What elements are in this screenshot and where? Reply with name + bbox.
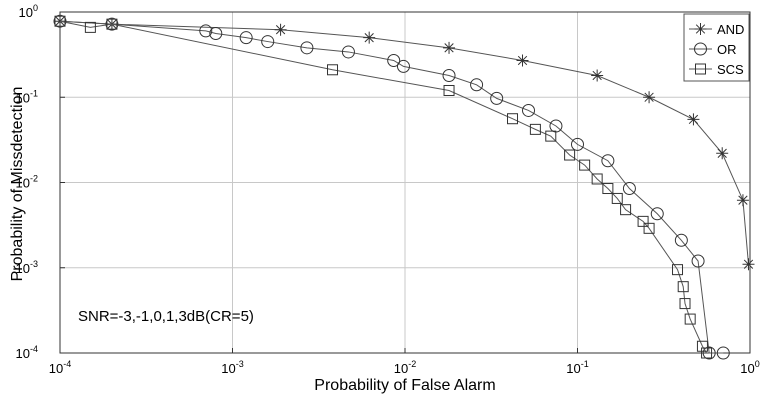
axis-ticks: 10-4 10-3 10-2 10-1 100 100 10-1 10-2 10-3 10-4 xyxy=(16,3,760,376)
x-tick-label: 10-2 xyxy=(394,359,416,376)
data-point-scs xyxy=(643,222,655,234)
data-point-scs xyxy=(327,64,339,76)
data-point-or xyxy=(387,53,401,67)
legend-marker-and xyxy=(694,23,707,35)
data-point-or xyxy=(300,41,314,55)
y-axis-label: Probability of Missdetection xyxy=(9,87,26,282)
data-point-or xyxy=(341,45,355,59)
series-layer xyxy=(53,14,755,360)
data-point-or xyxy=(396,59,410,73)
data-point-or xyxy=(691,254,705,268)
series-line-and xyxy=(59,20,749,265)
y-tick-label: 10-1 xyxy=(16,88,38,105)
data-point-scs xyxy=(591,173,603,185)
data-point-scs xyxy=(701,347,713,359)
data-point-and xyxy=(274,23,287,36)
data-point-or xyxy=(261,35,275,49)
grid xyxy=(60,12,750,353)
series-or xyxy=(53,14,730,360)
data-point-or xyxy=(442,68,456,82)
data-point-or xyxy=(522,103,536,117)
data-point-scs xyxy=(507,113,519,125)
data-point-scs xyxy=(637,215,649,227)
data-point-and xyxy=(736,194,749,207)
series-line-or xyxy=(59,20,724,354)
data-point-scs xyxy=(106,18,118,30)
data-point-and xyxy=(742,258,755,271)
data-point-scs xyxy=(84,21,96,33)
y-tick-label: 10-3 xyxy=(16,259,38,276)
data-point-scs xyxy=(696,340,708,352)
series-scs xyxy=(54,15,713,359)
data-point-or xyxy=(716,346,730,360)
y-tick-label: 100 xyxy=(19,3,38,20)
data-point-or xyxy=(105,17,119,31)
data-point-or xyxy=(53,14,67,28)
data-point-or xyxy=(239,31,253,45)
data-point-and xyxy=(716,147,729,160)
data-point-and xyxy=(643,91,656,104)
data-point-or xyxy=(199,24,213,38)
legend-label-or: OR xyxy=(717,42,737,57)
series-and xyxy=(54,15,755,271)
data-point-or xyxy=(622,182,636,196)
data-point-scs xyxy=(545,130,557,142)
data-point-scs xyxy=(602,183,614,195)
data-point-scs xyxy=(564,149,576,161)
x-axis-label: Probability of False Alarm xyxy=(314,377,495,394)
data-point-or xyxy=(650,207,664,221)
data-point-and xyxy=(54,15,66,28)
data-point-or xyxy=(490,91,504,105)
data-point-scs xyxy=(579,159,591,171)
legend-marker-or xyxy=(694,42,707,56)
data-point-and xyxy=(591,69,604,82)
legend-marker-scs xyxy=(695,63,706,75)
data-point-scs xyxy=(620,204,632,216)
data-point-scs xyxy=(677,281,689,293)
y-tick-label: 10-2 xyxy=(16,174,38,191)
legend: AND OR SCS xyxy=(683,13,750,82)
data-point-or xyxy=(470,78,484,92)
data-point-or xyxy=(674,233,688,247)
data-point-scs xyxy=(679,298,691,310)
data-point-and xyxy=(516,54,529,67)
annotation-text: SNR=-3,-1,0,1,3dB(CR=5) xyxy=(78,308,254,325)
data-point-scs xyxy=(684,313,696,325)
data-point-or xyxy=(702,346,716,360)
legend-label-and: AND xyxy=(717,22,744,37)
x-tick-label: 10-1 xyxy=(566,359,588,376)
legend-label-scs: SCS xyxy=(717,62,744,77)
data-point-scs xyxy=(54,15,66,27)
x-tick-label: 10-4 xyxy=(49,359,71,376)
data-point-and xyxy=(443,41,456,54)
data-point-scs xyxy=(443,84,455,96)
data-point-and xyxy=(687,113,700,126)
data-point-and xyxy=(363,31,376,44)
x-tick-label: 100 xyxy=(740,359,759,376)
data-point-or xyxy=(571,137,584,151)
data-point-or xyxy=(209,26,223,40)
data-point-scs xyxy=(611,192,623,204)
x-tick-label: 10-3 xyxy=(221,359,243,376)
data-point-or xyxy=(601,154,615,168)
y-tick-label: 10-4 xyxy=(16,344,38,361)
data-point-scs xyxy=(529,123,541,135)
data-point-scs xyxy=(672,264,684,276)
